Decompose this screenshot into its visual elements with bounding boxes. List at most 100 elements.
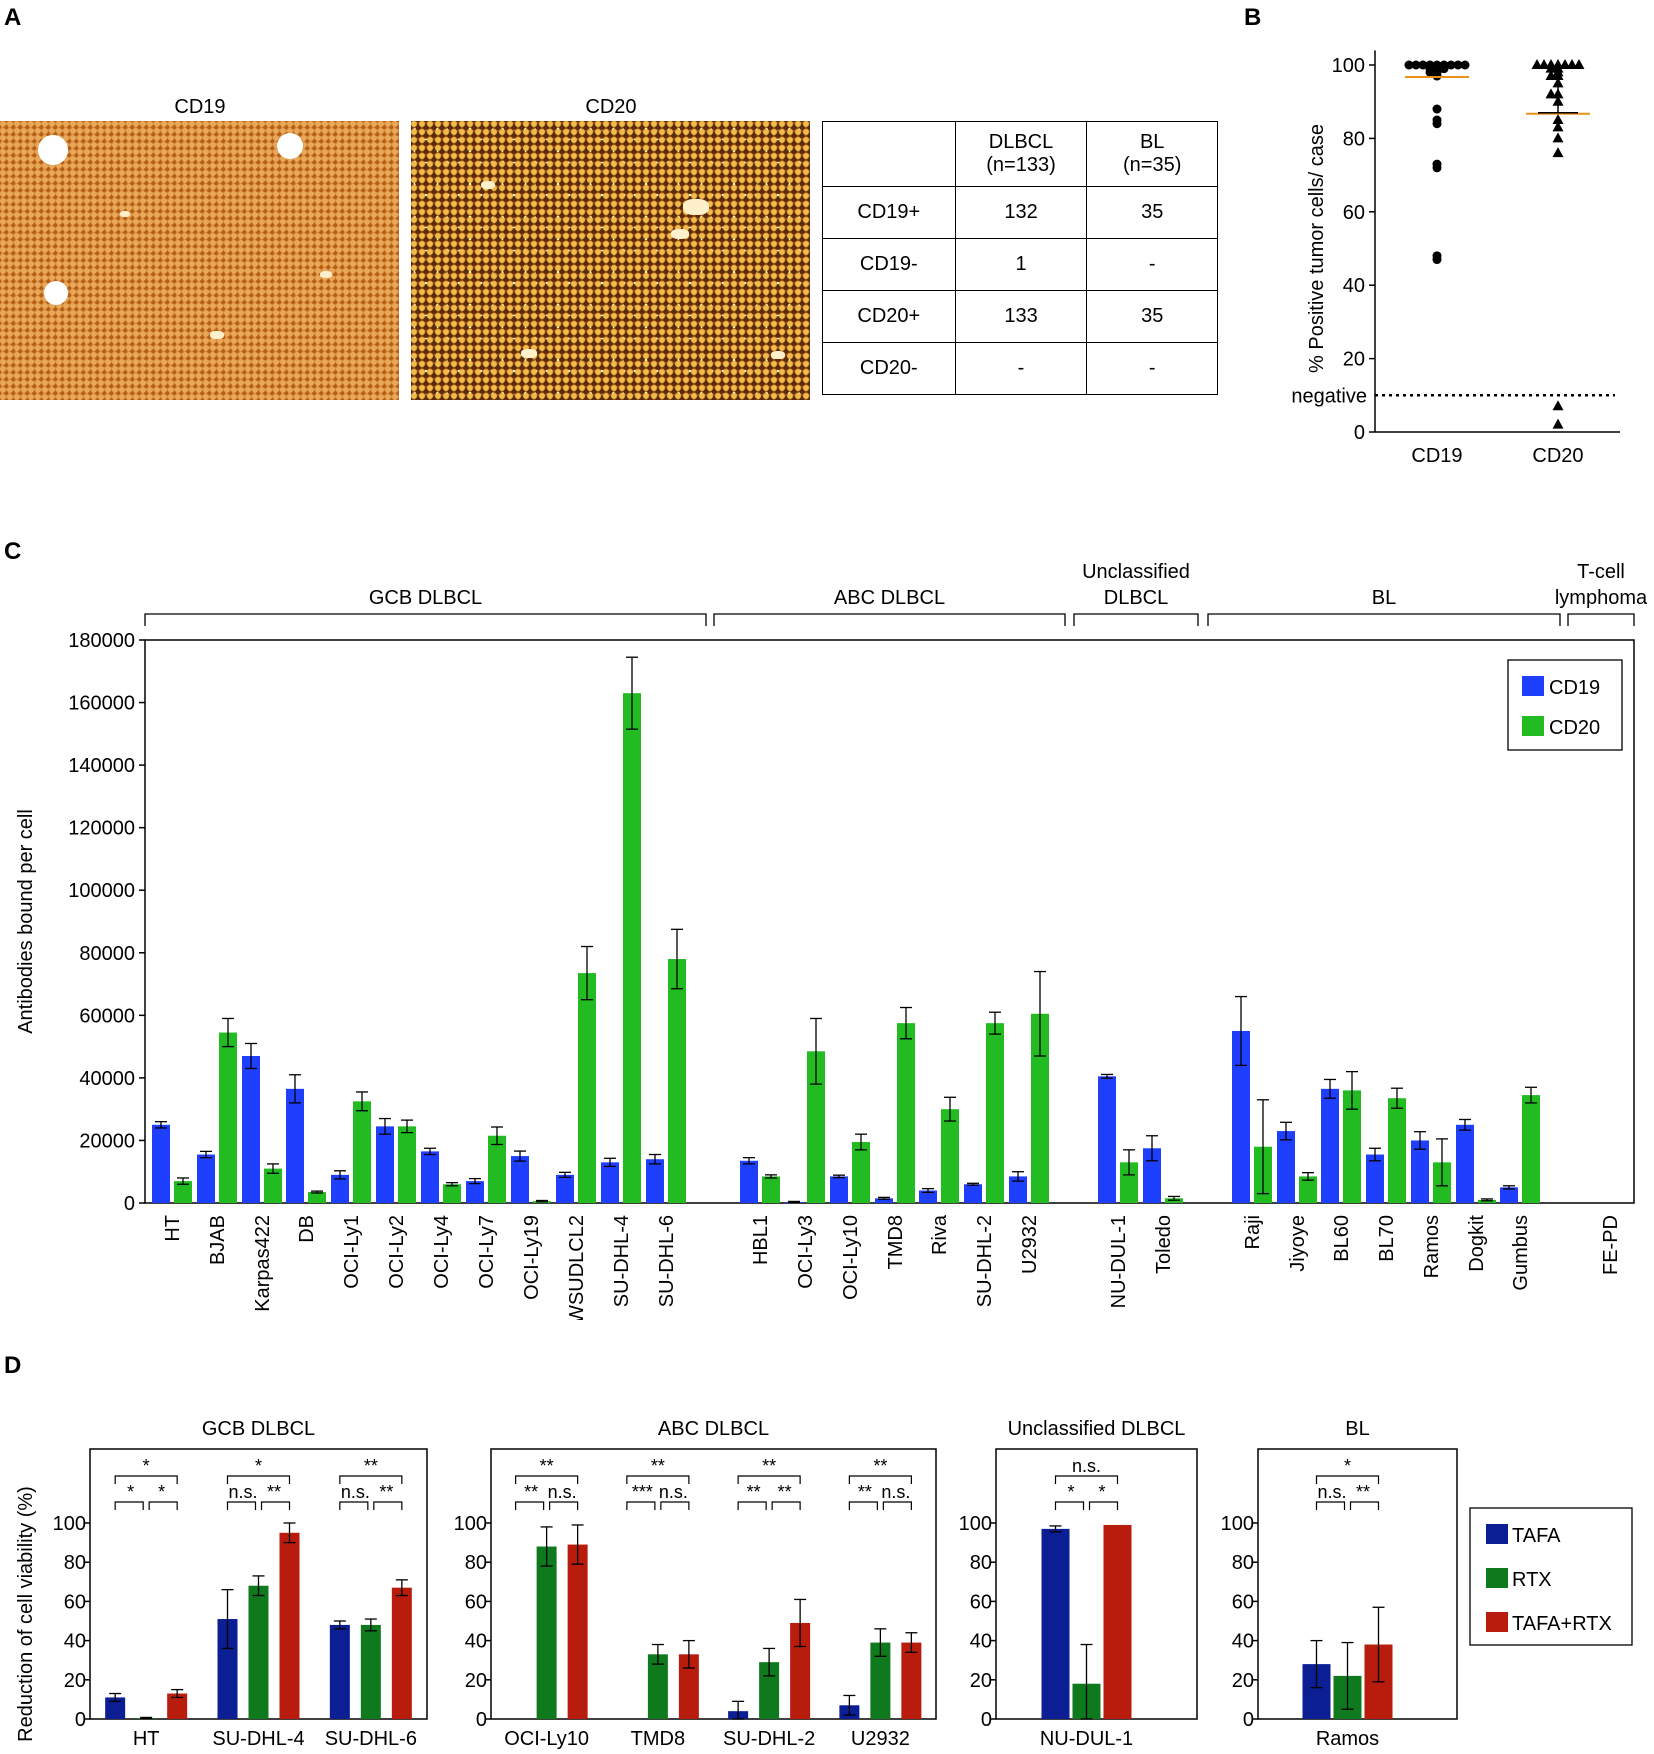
sig-label: ** <box>747 1482 761 1502</box>
bar-cd19-ramos <box>1411 1140 1429 1203</box>
bar-tafa-rtx-tmd8 <box>678 1654 699 1719</box>
bar-rtx-tmd8 <box>647 1654 668 1719</box>
x-tick-label: Riva <box>929 1214 951 1255</box>
panel-label-a: A <box>4 4 22 31</box>
bar-cd19-oci-ly2 <box>376 1126 394 1203</box>
bar-cd19-raji <box>1232 1030 1250 1203</box>
data-point-cd20 <box>1545 88 1557 99</box>
sig-bracket <box>1054 1501 1085 1510</box>
bar-cd20-oci-ly3 <box>807 1051 825 1203</box>
x-tick-label: U2932 <box>1019 1215 1041 1274</box>
sig-bracket <box>339 1501 369 1510</box>
data-point-cd19 <box>1404 60 1414 70</box>
x-tick-label: NU-DUL-1 <box>1108 1215 1130 1308</box>
y-tick-label: 80 <box>1343 128 1365 150</box>
data-point-cd20 <box>1545 62 1557 73</box>
x-tick-label: SU-DHL-6 <box>656 1215 678 1307</box>
panel-label-d: D <box>4 1352 22 1379</box>
x-tick-label: OCI-Ly7 <box>476 1215 498 1289</box>
sig-label: ** <box>267 1482 281 1502</box>
y-tick-label: 80 <box>1232 1552 1254 1574</box>
sig-bracket <box>737 1501 767 1510</box>
y-tick-label: 40 <box>465 1631 487 1653</box>
x-tick-label: NU-DUL-1 <box>1040 1728 1133 1750</box>
x-tick-label: OCI-Ly10 <box>840 1215 862 1300</box>
bar-cd19-oci-ly19 <box>511 1156 529 1203</box>
y-tick-label: 40 <box>64 1631 86 1653</box>
y-tick-label: 20 <box>970 1670 992 1692</box>
x-tick-label: BJAB <box>207 1215 229 1265</box>
table-row: CD20+ 133 35 <box>822 290 1218 343</box>
x-tick-label: FE-PD <box>1600 1215 1622 1275</box>
x-tick-label: HBL1 <box>750 1215 772 1265</box>
sig-bracket <box>549 1501 579 1510</box>
micrograph-cd20-title: CD20 <box>585 96 637 118</box>
y-tick-label: 0 <box>476 1709 487 1731</box>
bar-cd19-oci-ly4 <box>421 1151 439 1203</box>
x-tick-label: OCI-Ly2 <box>386 1215 408 1289</box>
sig-label: n.s. <box>1072 1456 1101 1476</box>
expression-table: DLBCL (n=133) BL (n=35) CD19+ 132 35 CD19- 1-… <box>822 121 1218 395</box>
x-tick-label: Toledo <box>1153 1215 1175 1274</box>
x-tick-label: Gumbus <box>1510 1215 1532 1291</box>
y-tick-label: 80000 <box>79 943 135 965</box>
y-tick-label: 20 <box>465 1670 487 1692</box>
sig-bracket <box>339 1475 403 1484</box>
sig-label: n.s. <box>228 1482 257 1502</box>
x-tick-label: HT <box>133 1728 160 1750</box>
legend-label-cd19: CD19 <box>1549 677 1600 699</box>
sig-bracket <box>882 1501 912 1510</box>
x-tick-label: TMD8 <box>631 1728 685 1750</box>
bar-cd20-su-dhl-4 <box>623 693 641 1203</box>
legend-swatch-cd20 <box>1522 716 1544 736</box>
sig-label: ** <box>778 1482 792 1502</box>
table-header-dlbcl: DLBCL (n=133) <box>954 121 1088 187</box>
y-tick-label: 80 <box>970 1552 992 1574</box>
sig-bracket <box>848 1501 878 1510</box>
bar-cd19-bjab <box>197 1154 215 1203</box>
panel-label-b: B <box>1244 4 1262 31</box>
x-tick-label: SU-DHL-2 <box>723 1728 815 1750</box>
y-tick-label: 20000 <box>79 1130 135 1152</box>
data-point-cd19 <box>1425 67 1435 77</box>
subplot-frame <box>490 1448 937 1720</box>
bar-rtx-su-dhl-6 <box>360 1624 381 1719</box>
bar-tafa-rtx-ht <box>167 1693 188 1719</box>
panel-label-c: C <box>4 538 22 565</box>
group-label: ABC DLBCL <box>834 587 945 609</box>
data-point-cd20 <box>1573 59 1585 69</box>
table-header-bl: BL (n=35) <box>1086 121 1218 187</box>
sig-bracket <box>660 1501 690 1510</box>
bar-cd19-tmd8 <box>875 1198 893 1203</box>
legend-label-rtx: RTX <box>1512 1569 1552 1591</box>
bar-cd19-oci-ly10 <box>830 1176 848 1203</box>
y-axis-label: Antibodies bound per cell <box>15 809 37 1034</box>
table-row: CD19- 1- <box>822 238 1218 291</box>
x-tick-label: Ramos <box>1316 1728 1379 1750</box>
data-point-cd20 <box>1538 59 1550 69</box>
micrograph-cd20-image <box>411 121 810 400</box>
micrograph-cd19-image <box>0 121 399 400</box>
bar-cd19-wsudlcl2 <box>556 1174 574 1203</box>
bar-tafa-rtx-su-dhl-4 <box>279 1532 300 1719</box>
subplot-title: GCB DLBCL <box>202 1418 315 1440</box>
subplot-title: ABC DLBCL <box>658 1418 769 1440</box>
bar-cd19-oci-ly7 <box>466 1181 484 1203</box>
sig-bracket <box>737 1475 801 1484</box>
y-tick-label: 60000 <box>79 1005 135 1027</box>
data-point-cd20 <box>1552 121 1564 132</box>
subplot-title: Unclassified DLBCL <box>1008 1418 1186 1440</box>
sig-label: ** <box>364 1456 378 1476</box>
data-point-cd20 <box>1545 70 1557 81</box>
sig-label: ** <box>1356 1482 1370 1502</box>
bar-cd19-su-dhl-4 <box>601 1162 619 1203</box>
bar-cd20-oci-ly2 <box>398 1126 416 1203</box>
bar-cd20-oci-ly4 <box>443 1184 461 1203</box>
bar-cd20-gumbus <box>1522 1095 1540 1203</box>
y-tick-label: 140000 <box>68 755 135 777</box>
y-tick-label: 100 <box>454 1513 487 1535</box>
sig-label: n.s. <box>881 1482 910 1502</box>
x-tick-label: Raji <box>1242 1215 1264 1249</box>
sig-label: * <box>1098 1482 1105 1502</box>
legend-swatch-rtx <box>1486 1568 1508 1588</box>
